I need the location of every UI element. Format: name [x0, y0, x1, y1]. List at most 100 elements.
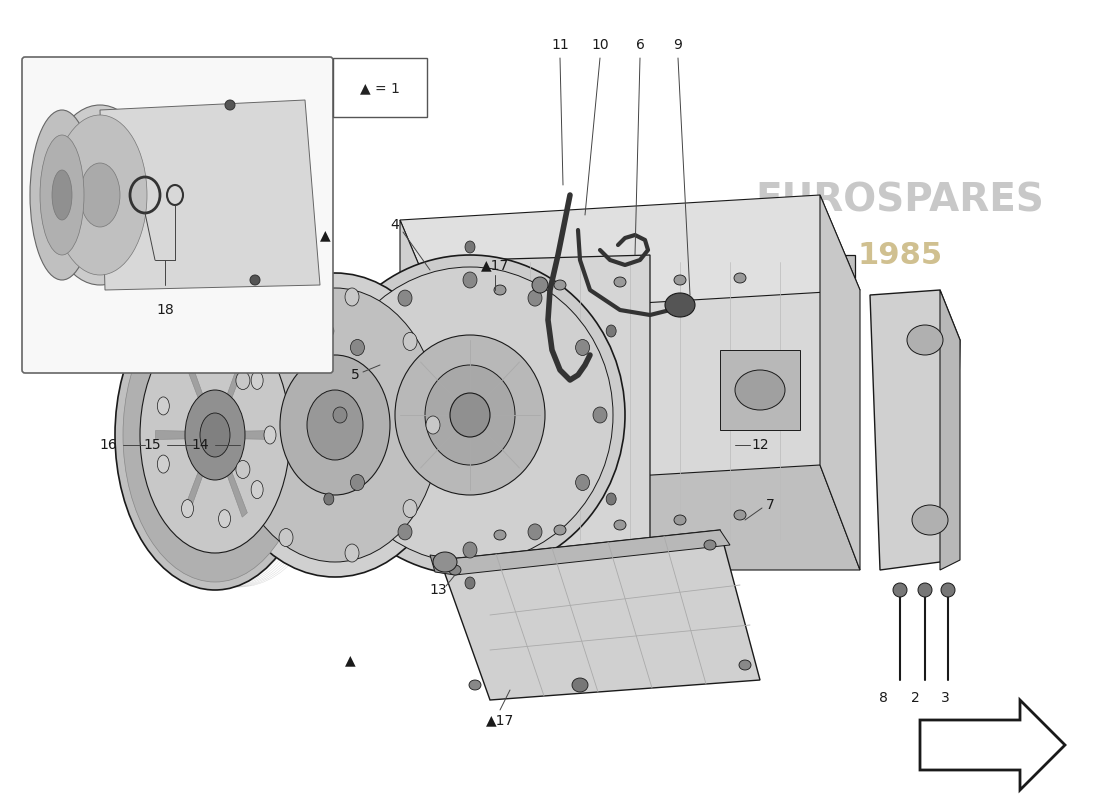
Ellipse shape — [123, 288, 307, 582]
Text: 12: 12 — [751, 438, 769, 452]
Ellipse shape — [606, 493, 616, 505]
Ellipse shape — [327, 267, 613, 563]
Text: ▲: ▲ — [344, 653, 355, 667]
Ellipse shape — [219, 342, 231, 360]
Ellipse shape — [674, 275, 686, 285]
Text: 3: 3 — [940, 691, 949, 705]
Ellipse shape — [182, 500, 194, 518]
Polygon shape — [155, 430, 208, 439]
Ellipse shape — [426, 416, 440, 434]
Ellipse shape — [30, 110, 94, 280]
Text: 15: 15 — [143, 438, 161, 452]
Text: 1985: 1985 — [857, 241, 943, 270]
Polygon shape — [820, 195, 860, 570]
Text: 8: 8 — [879, 691, 888, 705]
Polygon shape — [870, 290, 960, 570]
Text: 4: 4 — [390, 218, 399, 232]
Ellipse shape — [735, 370, 785, 410]
Ellipse shape — [575, 474, 590, 490]
Ellipse shape — [398, 290, 412, 306]
Text: a passion for cars since 1985: a passion for cars since 1985 — [378, 462, 722, 558]
Ellipse shape — [469, 680, 481, 690]
Polygon shape — [430, 555, 455, 575]
Ellipse shape — [465, 241, 475, 253]
Text: EUROSPARES: EUROSPARES — [756, 181, 1044, 219]
Ellipse shape — [279, 303, 293, 322]
Ellipse shape — [333, 407, 346, 423]
Ellipse shape — [734, 510, 746, 520]
Text: ▲: ▲ — [320, 228, 330, 242]
Polygon shape — [840, 255, 855, 530]
Polygon shape — [400, 220, 440, 570]
Ellipse shape — [200, 413, 230, 457]
Ellipse shape — [465, 577, 475, 589]
Polygon shape — [100, 100, 320, 290]
Ellipse shape — [230, 288, 440, 562]
Ellipse shape — [235, 371, 250, 390]
Polygon shape — [440, 530, 730, 575]
Ellipse shape — [157, 455, 169, 473]
Ellipse shape — [395, 335, 544, 495]
Ellipse shape — [572, 678, 588, 692]
Ellipse shape — [425, 365, 515, 465]
Ellipse shape — [345, 288, 359, 306]
Text: 13: 13 — [429, 583, 447, 597]
Ellipse shape — [323, 325, 333, 337]
Ellipse shape — [251, 481, 263, 498]
Polygon shape — [640, 255, 855, 545]
Ellipse shape — [674, 515, 686, 525]
Ellipse shape — [116, 280, 315, 590]
Ellipse shape — [704, 540, 716, 550]
Text: ▲ = 1: ▲ = 1 — [360, 81, 400, 95]
Ellipse shape — [532, 277, 548, 293]
Ellipse shape — [433, 552, 456, 572]
Polygon shape — [920, 700, 1065, 790]
Ellipse shape — [554, 280, 566, 290]
Ellipse shape — [140, 317, 290, 553]
Text: 16: 16 — [99, 438, 117, 452]
Ellipse shape — [280, 355, 390, 495]
Ellipse shape — [351, 339, 364, 355]
Polygon shape — [400, 195, 860, 315]
Ellipse shape — [614, 520, 626, 530]
Text: 14: 14 — [191, 438, 209, 452]
Ellipse shape — [463, 542, 477, 558]
Ellipse shape — [345, 544, 359, 562]
Text: 11: 11 — [551, 38, 569, 52]
FancyBboxPatch shape — [22, 57, 333, 373]
Ellipse shape — [908, 325, 943, 355]
Ellipse shape — [463, 272, 477, 288]
Ellipse shape — [912, 505, 948, 535]
Polygon shape — [440, 530, 760, 700]
Text: ▲17: ▲17 — [481, 258, 509, 272]
Ellipse shape — [449, 565, 461, 575]
Ellipse shape — [554, 525, 566, 535]
Polygon shape — [470, 255, 650, 565]
Ellipse shape — [494, 285, 506, 295]
Text: 6: 6 — [636, 38, 645, 52]
Ellipse shape — [403, 499, 417, 518]
Ellipse shape — [403, 333, 417, 350]
Ellipse shape — [279, 529, 293, 546]
Polygon shape — [940, 290, 960, 570]
Ellipse shape — [315, 255, 625, 575]
FancyBboxPatch shape — [333, 58, 427, 117]
Ellipse shape — [80, 163, 120, 227]
Ellipse shape — [666, 293, 695, 317]
Ellipse shape — [323, 493, 333, 505]
Polygon shape — [400, 465, 860, 570]
Polygon shape — [720, 350, 800, 430]
Ellipse shape — [52, 170, 72, 220]
Ellipse shape — [53, 115, 147, 275]
Text: 18: 18 — [156, 303, 174, 317]
Text: 2: 2 — [911, 691, 920, 705]
Ellipse shape — [45, 105, 155, 285]
Ellipse shape — [940, 583, 955, 597]
Ellipse shape — [219, 510, 231, 528]
Ellipse shape — [614, 277, 626, 287]
Polygon shape — [222, 430, 275, 439]
Polygon shape — [183, 353, 213, 427]
Text: 5: 5 — [351, 368, 360, 382]
Ellipse shape — [739, 660, 751, 670]
Ellipse shape — [214, 273, 455, 577]
